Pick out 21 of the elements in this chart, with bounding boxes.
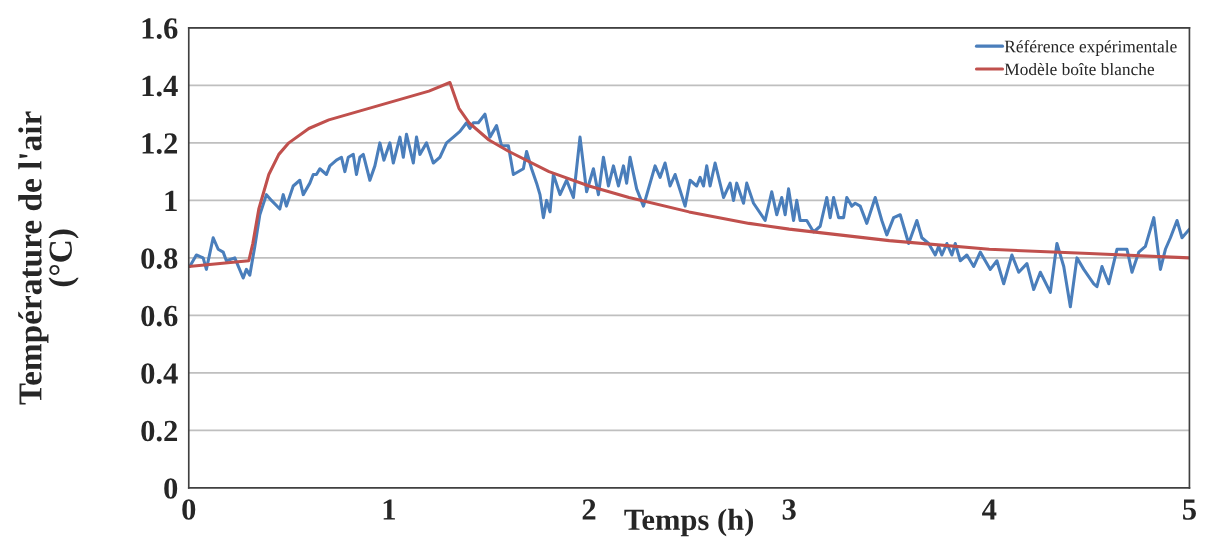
y-tick-label: 1.6 — [142, 18, 178, 39]
x-tick-label: 4 — [982, 499, 997, 520]
y-tick-label: 1 — [165, 190, 177, 211]
y-tick-label: 0.8 — [141, 248, 178, 269]
legend-label: Modèle boîte blanche — [1004, 62, 1155, 76]
x-tick-label: 3 — [782, 499, 796, 520]
legend-label: Référence expérimentale — [1004, 40, 1177, 56]
x-axis-title: Temps (h) — [624, 508, 753, 537]
line-series — [188, 112, 1190, 309]
y-tick-label: 0.6 — [141, 305, 178, 327]
y-axis-title: Température de l'air (°C) — [18, 111, 79, 405]
x-tick-label: 1 — [383, 499, 395, 520]
line-series — [188, 80, 1190, 269]
x-tick-label: 2 — [582, 499, 596, 520]
x-tick-label: 5 — [1183, 499, 1196, 520]
y-tick-label: 1.4 — [142, 75, 178, 97]
y-tick-label: 0.2 — [141, 420, 178, 442]
y-tick-label: 1.2 — [142, 133, 178, 154]
y-tick-label: 0.4 — [141, 363, 178, 384]
y-tick-label: 0 — [164, 478, 178, 499]
x-tick-label: 0 — [182, 499, 196, 520]
